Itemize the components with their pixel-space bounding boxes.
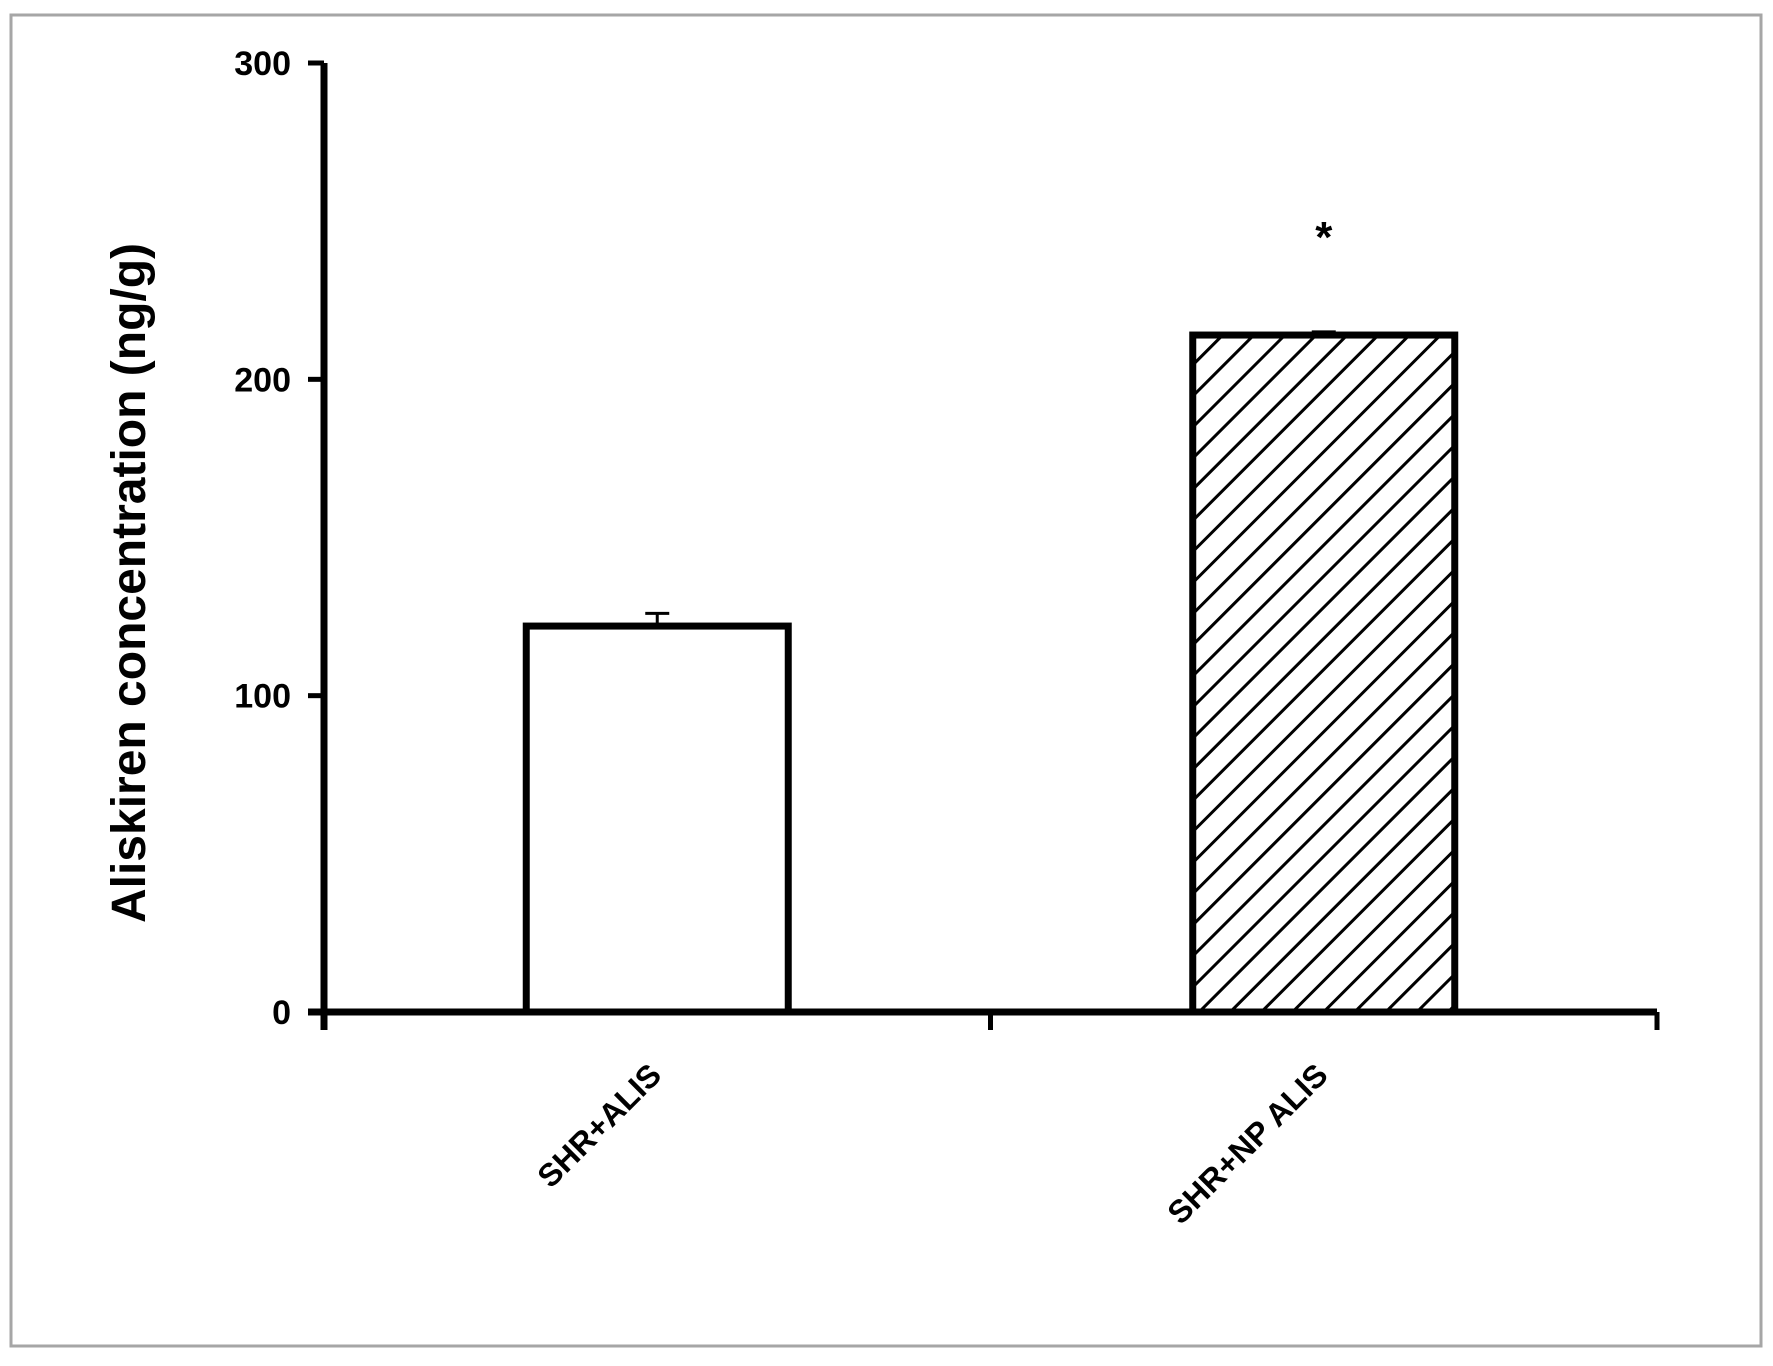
bar-1 [522,622,792,1016]
y-axis-title: Aliskiren concentration (ng/g) [103,243,156,923]
significance-mark: * [1315,213,1333,262]
y-tick-label-200: 200 [234,361,291,399]
y-tick-label-0: 0 [272,994,291,1032]
outer-border [9,13,1763,1348]
y-tick-label-100: 100 [234,678,291,716]
y-tick-label-300: 300 [234,45,291,83]
bar-2 [1189,331,1459,1016]
